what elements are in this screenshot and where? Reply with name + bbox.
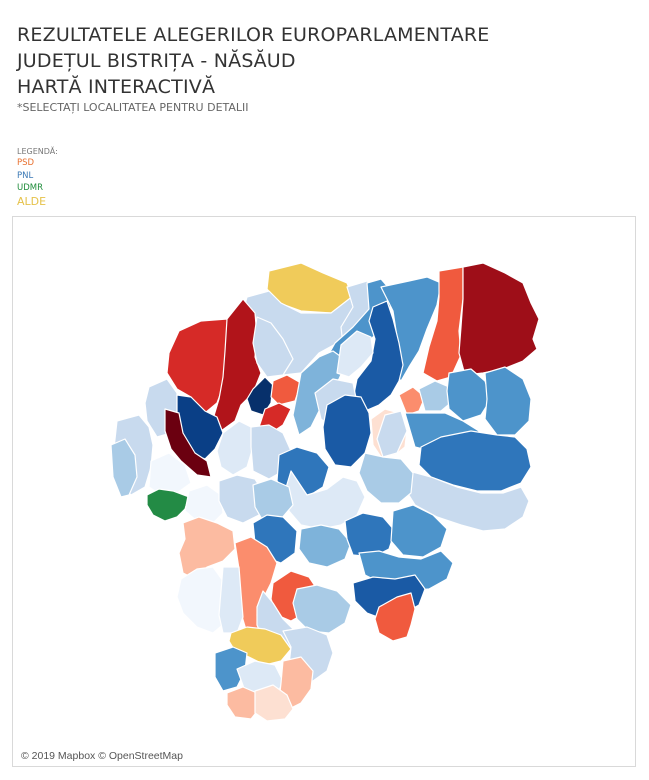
map-region-northwest-dark[interactable] — [212, 298, 262, 432]
county-map[interactable] — [13, 217, 637, 768]
map-view[interactable]: © 2019 Mapbox © OpenStreetMap — [12, 216, 636, 767]
map-region-north-light-pale[interactable] — [336, 330, 374, 378]
map-region-s-peach-b[interactable] — [226, 686, 260, 720]
map-region-west-white[interactable] — [148, 452, 192, 496]
map-region-center-pale-d[interactable] — [376, 410, 408, 458]
map-region-center-blue-d[interactable] — [344, 512, 396, 558]
title-line-3: HARTĂ INTERACTIVĂ — [17, 76, 216, 98]
legend-title: LEGENDĂ: — [17, 147, 58, 156]
map-region-northeast-dark[interactable] — [458, 262, 540, 376]
title-line-1: REZULTATELE ALEGERILOR EUROPARLAMENTARE — [17, 24, 490, 46]
map-region-east-blue-1[interactable] — [446, 368, 492, 422]
legend-item-pnl: PNL — [17, 170, 34, 181]
map-region-center-blue-c[interactable] — [298, 524, 352, 568]
map-region-sw-peach[interactable] — [178, 516, 236, 580]
map-region-sw-pale[interactable] — [218, 566, 244, 634]
map-region-sw-white[interactable] — [176, 566, 228, 634]
map-region-s-pale-b[interactable] — [292, 584, 352, 634]
map-attribution: © 2019 Mapbox © OpenStreetMap — [21, 750, 183, 762]
map-region-west-darkred[interactable] — [164, 408, 212, 478]
map-region-west-white-2[interactable] — [184, 484, 224, 524]
legend: LEGENDĂ: PSD PNL UDMR ALDE — [17, 146, 58, 209]
map-region-center-psd-small[interactable] — [398, 386, 426, 416]
map-region-north-psd-small[interactable] — [270, 374, 302, 406]
legend-item-psd: PSD — [17, 158, 35, 168]
map-region-north-center-blue[interactable] — [352, 300, 404, 412]
page-title: REZULTATELE ALEGERILOR EUROPARLAMENTARE … — [17, 22, 490, 100]
legend-item-alde: ALDE — [17, 194, 47, 208]
subtitle: *SELECTAȚI LOCALITATEA PENTRU DETALII — [17, 101, 249, 114]
map-region-center-pale-a[interactable] — [216, 420, 254, 476]
map-region-center-blue-e[interactable] — [390, 504, 448, 558]
map-region-center-pale-c[interactable] — [358, 452, 414, 504]
map-region-east-blue-2[interactable] — [484, 366, 532, 436]
title-line-2: JUDEȚUL BISTRIȚA - NĂSĂUD — [17, 50, 296, 72]
map-region-center-white[interactable] — [284, 470, 366, 530]
map-region-se-psd[interactable] — [374, 592, 416, 642]
map-region-west-pale-3[interactable] — [110, 438, 138, 498]
map-region-center-pale-f[interactable] — [252, 478, 294, 522]
map-region-north-left-light[interactable] — [252, 316, 294, 378]
map-region-udmr[interactable] — [146, 488, 190, 522]
legend-item-udmr: UDMR — [17, 183, 44, 193]
map-region-s-white-b[interactable] — [254, 684, 294, 722]
